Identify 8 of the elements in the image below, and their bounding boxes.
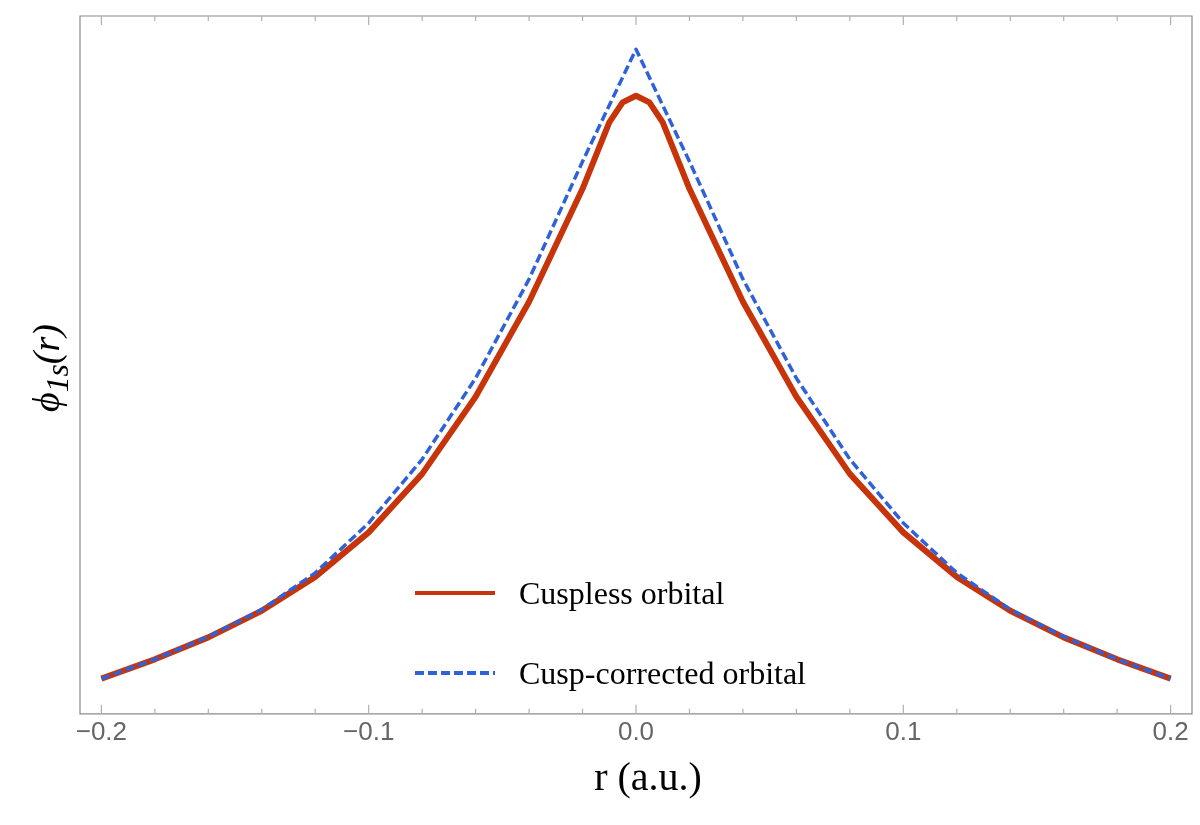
x-axis-title: r (a.u.)	[594, 752, 702, 800]
legend-label: Cusp-corrected orbital	[519, 654, 806, 692]
x-tick-label: 0.1	[885, 715, 922, 746]
x-tick-label: 0.2	[1152, 715, 1189, 746]
legend-label: Cuspless orbital	[519, 574, 725, 612]
x-tick-label: −0.1	[343, 715, 395, 746]
x-tick-label: −0.2	[75, 715, 128, 746]
x-tick-label: 0.0	[617, 715, 655, 746]
